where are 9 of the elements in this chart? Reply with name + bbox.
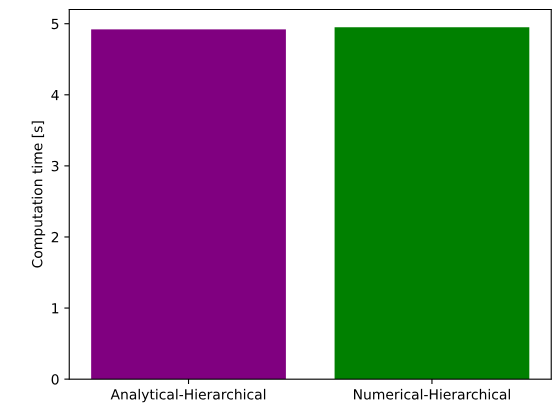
y-tick-label: 5: [52, 18, 58, 30]
y-axis-title: Computation time [s]: [32, 121, 46, 268]
x-tick-label: Analytical-Hierarchical: [110, 388, 266, 402]
y-tick-label: 3: [52, 160, 58, 172]
x-tick-label: Numerical-Hierarchical: [354, 388, 510, 400]
y-tick-label: 2: [52, 232, 58, 242]
y-tick-label: 0: [52, 374, 59, 385]
y-tick-label: 4: [51, 90, 59, 100]
y-tick-label: 1: [52, 303, 58, 314]
